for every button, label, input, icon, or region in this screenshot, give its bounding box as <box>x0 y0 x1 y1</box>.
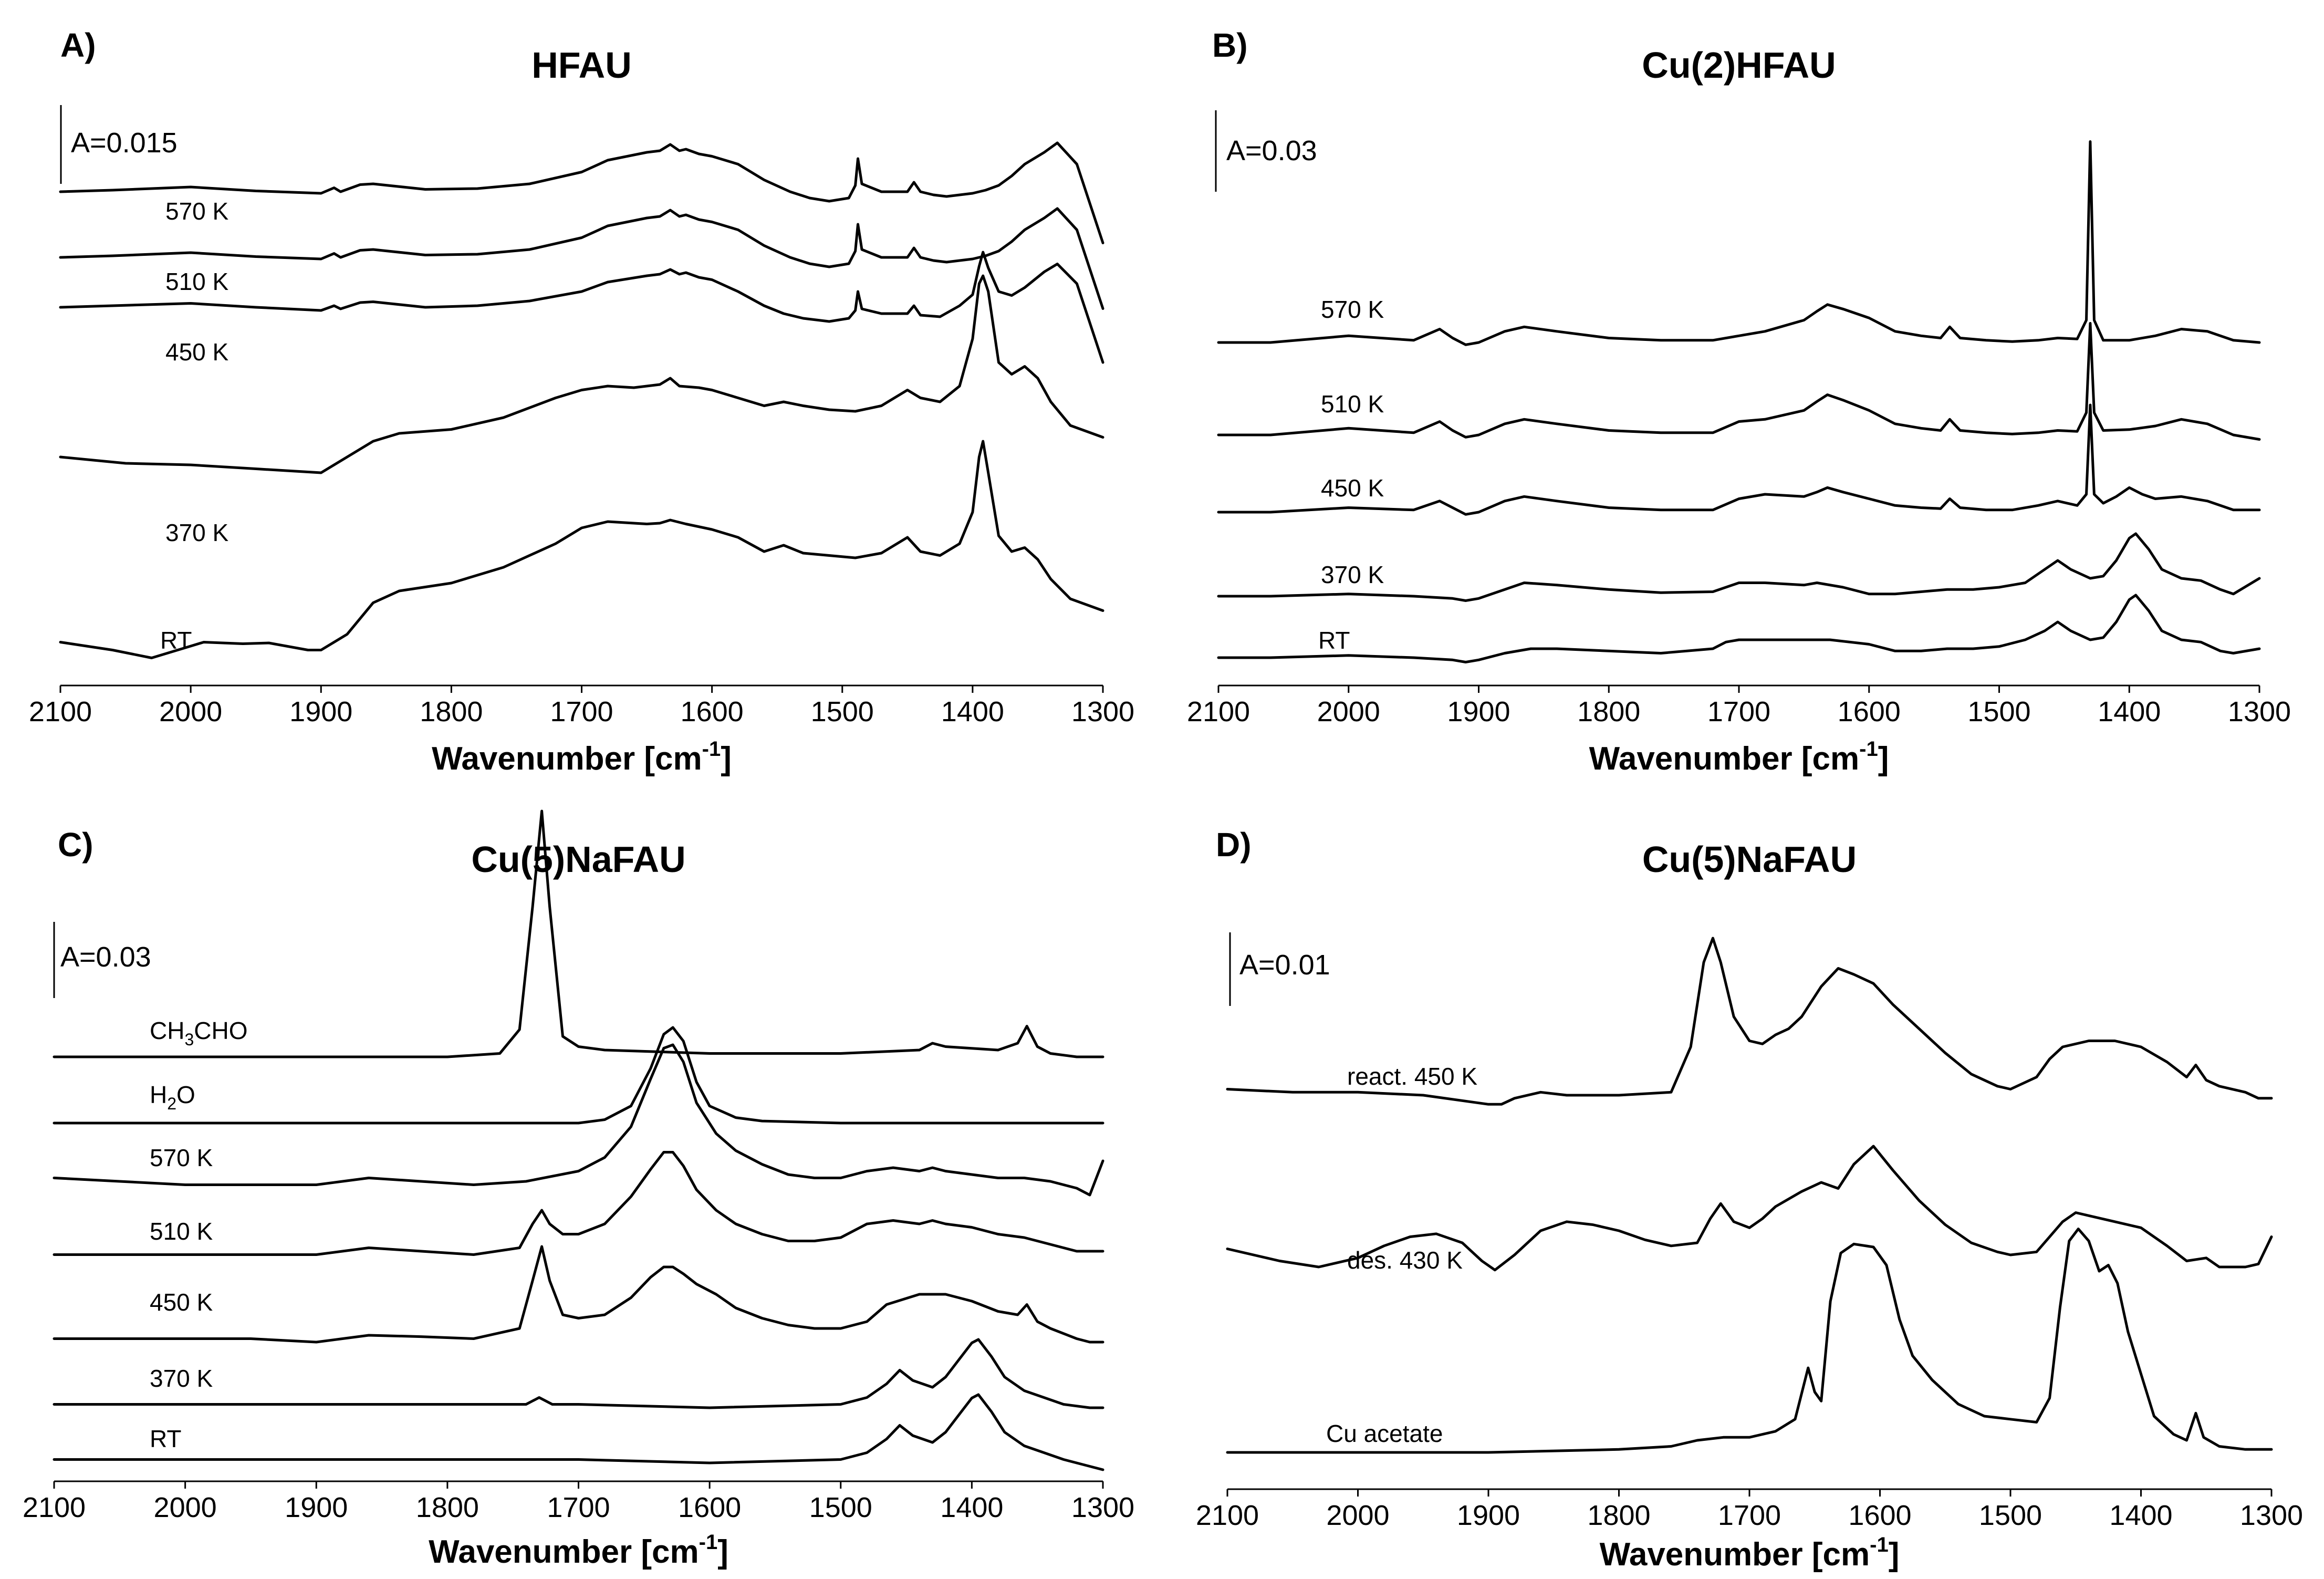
x-tick-label: 1700 <box>1707 696 1770 728</box>
spectrum-label: Cu acetate <box>1326 1420 1443 1447</box>
panel-a: A) HFAU A=0.015 2100 2000 1900 1800 1700 1600 150… <box>29 26 1134 777</box>
panel-c: C) Cu(5)NaFAU A=0.03 2100 2000 1900 1800 1700 16… <box>23 809 1134 1570</box>
x-tick-label: 1600 <box>681 696 744 728</box>
x-tick-label: 1600 <box>1848 1500 1911 1531</box>
x-tick-label: 1800 <box>1577 696 1640 728</box>
x-tick-label: 1700 <box>547 1492 610 1523</box>
spectrum-label: 370 K <box>165 519 229 546</box>
x-tick-label: 2100 <box>1187 696 1250 728</box>
scale-bar-label: A=0.03 <box>1226 135 1317 167</box>
spectrum-label: 450 K <box>150 1289 213 1316</box>
spectrum-label: 450 K <box>1321 474 1384 502</box>
x-tick-label: 1400 <box>2098 696 2161 728</box>
spectrum-line <box>1217 403 2261 516</box>
spectrum-label: 570 K <box>165 198 229 225</box>
spectrum-label: RT <box>160 627 192 654</box>
x-tick-label: 1700 <box>550 696 613 728</box>
spectrum-label: CH3CHO <box>150 1017 247 1049</box>
x-tick-label: 1300 <box>1071 696 1134 728</box>
x-tick-label: 1900 <box>285 1492 348 1523</box>
spectrum-label: RT <box>150 1425 182 1452</box>
scale-bar-label: A=0.01 <box>1239 949 1330 981</box>
spectrum-label: 370 K <box>1321 561 1384 588</box>
x-tick-label: 1500 <box>809 1492 872 1523</box>
x-tick-label: 1900 <box>1447 696 1510 728</box>
spectrum-line <box>53 1338 1104 1409</box>
x-tick-label: 1300 <box>2240 1500 2303 1531</box>
x-tick-label: 2100 <box>1196 1500 1259 1531</box>
panel-letter: A) <box>60 26 96 64</box>
panel-b: B) Cu(2)HFAU A=0.03 2100 2000 1900 1800 1700 160… <box>1187 26 2291 777</box>
panel-title: Cu(2)HFAU <box>1642 45 1836 86</box>
spectrum-line <box>53 1393 1104 1471</box>
spectrum-line <box>53 1245 1104 1344</box>
spectrum-label: 570 K <box>150 1144 213 1171</box>
spectrum-line <box>1217 322 2261 441</box>
spectrum-line <box>53 1026 1104 1125</box>
x-tick-label: 1400 <box>941 696 1004 728</box>
scale-bar-label: A=0.03 <box>60 941 151 973</box>
x-tick-label: 1800 <box>1587 1500 1650 1531</box>
spectrum-label: 570 K <box>1321 296 1384 323</box>
spectrum-line <box>1226 1145 2273 1272</box>
x-axis-label: Wavenumber [cm-1] <box>1589 737 1889 777</box>
spectrum-line <box>1217 140 2261 346</box>
panel-title: Cu(5)NaFAU <box>1642 839 1857 880</box>
x-tick-label: 1300 <box>1071 1492 1134 1523</box>
x-tick-label: 1400 <box>940 1492 1003 1523</box>
spectrum-label: 510 K <box>150 1218 213 1245</box>
spectrum-label: 510 K <box>165 268 229 295</box>
spectrum-line <box>1217 532 2261 602</box>
x-tick-label: 1400 <box>2109 1500 2172 1531</box>
spectrum-label: H2O <box>150 1081 195 1113</box>
x-axis-label: Wavenumber [cm-1] <box>429 1531 728 1570</box>
panel-letter: B) <box>1212 26 1248 64</box>
spectrum-line <box>53 1043 1104 1197</box>
panel-title: Cu(5)NaFAU <box>471 839 685 880</box>
x-tick-label: 1800 <box>416 1492 479 1523</box>
x-tick-label: 1500 <box>811 696 874 728</box>
spectrum-label: 510 K <box>1321 390 1384 418</box>
x-tick-label: 1800 <box>420 696 483 728</box>
x-tick-label: 1600 <box>1838 696 1901 728</box>
panel-title: HFAU <box>532 45 632 86</box>
spectrum-line <box>59 251 1104 364</box>
x-tick-label: 1300 <box>2228 696 2291 728</box>
x-tick-label: 1500 <box>1967 696 2030 728</box>
x-tick-label: 1600 <box>678 1492 741 1523</box>
spectrum-label: RT <box>1318 627 1350 654</box>
x-tick-label: 1500 <box>1979 1500 2042 1531</box>
spectrum-line <box>1226 937 2273 1106</box>
spectrum-line <box>1226 1228 2273 1454</box>
spectrum-label: des. 430 K <box>1347 1246 1463 1274</box>
spectrum-line <box>59 141 1104 244</box>
spectrum-line <box>53 1151 1104 1256</box>
x-tick-label: 1700 <box>1718 1500 1781 1531</box>
spectrum-label: react. 450 K <box>1347 1063 1477 1090</box>
spectrum-line <box>59 274 1104 474</box>
panel-letter: D) <box>1216 826 1252 864</box>
x-tick-label: 2100 <box>29 696 92 728</box>
panel-letter: C) <box>58 826 93 864</box>
spectrum-line <box>1217 594 2261 663</box>
x-tick-label: 2000 <box>1326 1500 1389 1531</box>
panel-d: D) Cu(5)NaFAU A=0.01 2100 2000 1900 1800 1700 16… <box>1196 826 2303 1573</box>
x-tick-label: 2000 <box>154 1492 217 1523</box>
x-axis-label: Wavenumber [cm-1] <box>1600 1533 1900 1573</box>
x-tick-label: 2000 <box>1317 696 1380 728</box>
spectrum-label: 370 K <box>150 1365 213 1392</box>
spectrum-line <box>59 440 1104 659</box>
x-tick-label: 1900 <box>289 696 352 728</box>
scale-bar-label: A=0.015 <box>71 127 178 159</box>
x-tick-label: 1900 <box>1457 1500 1520 1531</box>
spectrum-label: 450 K <box>165 338 229 366</box>
x-tick-label: 2000 <box>159 696 222 728</box>
x-axis-label: Wavenumber [cm-1] <box>432 737 732 777</box>
x-tick-label: 2100 <box>23 1492 86 1523</box>
